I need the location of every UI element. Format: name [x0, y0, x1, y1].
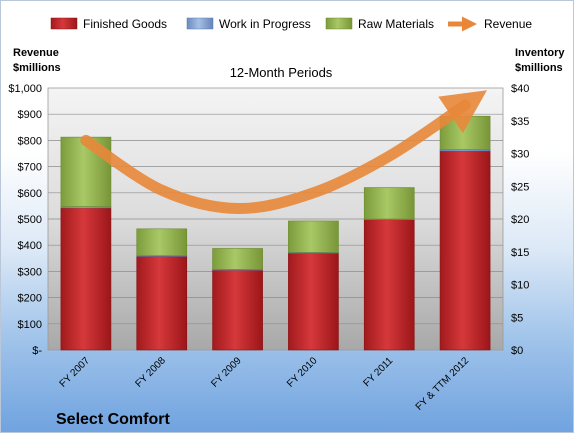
left-tick-label: $1,000 — [8, 83, 42, 95]
right-axis-title-line1: Inventory — [515, 47, 565, 59]
legend-label-work-in-progress: Work in Progress — [219, 17, 311, 31]
right-tick-label: $30 — [511, 149, 529, 161]
left-tick-label: $400 — [18, 240, 42, 252]
bar-raw-materials — [213, 248, 263, 269]
left-axis-title-line2: $millions — [13, 62, 61, 74]
right-tick-label: $15 — [511, 247, 529, 259]
plot-title: 12-Month Periods — [230, 65, 333, 80]
legend-swatch-raw-materials — [326, 18, 352, 29]
legend: Finished Goods Work in Progress Raw Mate… — [51, 17, 532, 31]
left-axis-title-line1: Revenue — [13, 47, 59, 59]
right-tick-label: $25 — [511, 181, 529, 193]
legend-label-finished-goods: Finished Goods — [83, 17, 167, 31]
category-label: FY & TTM 2012 — [414, 355, 472, 413]
left-tick-label: $500 — [18, 214, 42, 226]
left-tick-label: $- — [32, 345, 42, 357]
category-axis: FY 2007 FY 2008 FY 2009 FY 2010 FY 2011 FY & … — [58, 355, 472, 413]
left-tick-label: $700 — [18, 162, 42, 174]
legend-swatch-work-in-progress — [187, 18, 213, 29]
bar-raw-materials — [288, 221, 338, 252]
category-label: FY 2007 — [58, 355, 93, 390]
right-tick-label: $10 — [511, 280, 529, 292]
bar-finished-goods — [288, 253, 338, 350]
right-tick-label: $5 — [511, 312, 523, 324]
category-label: FY 2010 — [285, 355, 320, 390]
legend-item-finished-goods: Finished Goods — [51, 17, 167, 31]
left-tick-label: $800 — [18, 135, 42, 147]
category-label: FY 2008 — [133, 355, 168, 390]
bar-finished-goods — [61, 208, 111, 350]
left-axis: $- $100 $200 $300 $400 $500 $600 $700 $800 $900 $1… — [8, 83, 42, 357]
right-tick-label: $20 — [511, 214, 529, 226]
category-label: FY 2009 — [209, 355, 244, 390]
company-name: Select Comfort — [56, 411, 170, 428]
bar-raw-materials — [137, 229, 187, 256]
right-axis-title-line2: $millions — [515, 62, 563, 74]
left-tick-label: $900 — [18, 109, 42, 121]
right-axis: $0 $5 $10 $15 $20 $25 $30 $35 $40 — [511, 83, 529, 357]
legend-label-revenue: Revenue — [484, 17, 532, 31]
right-tick-label: $0 — [511, 345, 523, 357]
right-tick-label: $35 — [511, 116, 529, 128]
left-tick-label: $200 — [18, 293, 42, 305]
category-label: FY 2011 — [362, 355, 396, 389]
left-tick-label: $300 — [18, 266, 42, 278]
legend-item-raw-materials: Raw Materials — [326, 17, 434, 31]
legend-swatch-finished-goods — [51, 18, 77, 29]
legend-item-work-in-progress: Work in Progress — [187, 17, 311, 31]
bar-raw-materials — [364, 188, 414, 219]
left-tick-label: $100 — [18, 319, 42, 331]
bar-finished-goods — [213, 270, 263, 350]
bar-finished-goods — [440, 151, 490, 350]
left-tick-label: $600 — [18, 188, 42, 200]
legend-label-raw-materials: Raw Materials — [358, 17, 434, 31]
right-tick-label: $40 — [511, 83, 529, 95]
legend-item-revenue: Revenue — [448, 17, 532, 31]
bar-finished-goods — [364, 220, 414, 350]
bar-finished-goods — [137, 256, 187, 350]
